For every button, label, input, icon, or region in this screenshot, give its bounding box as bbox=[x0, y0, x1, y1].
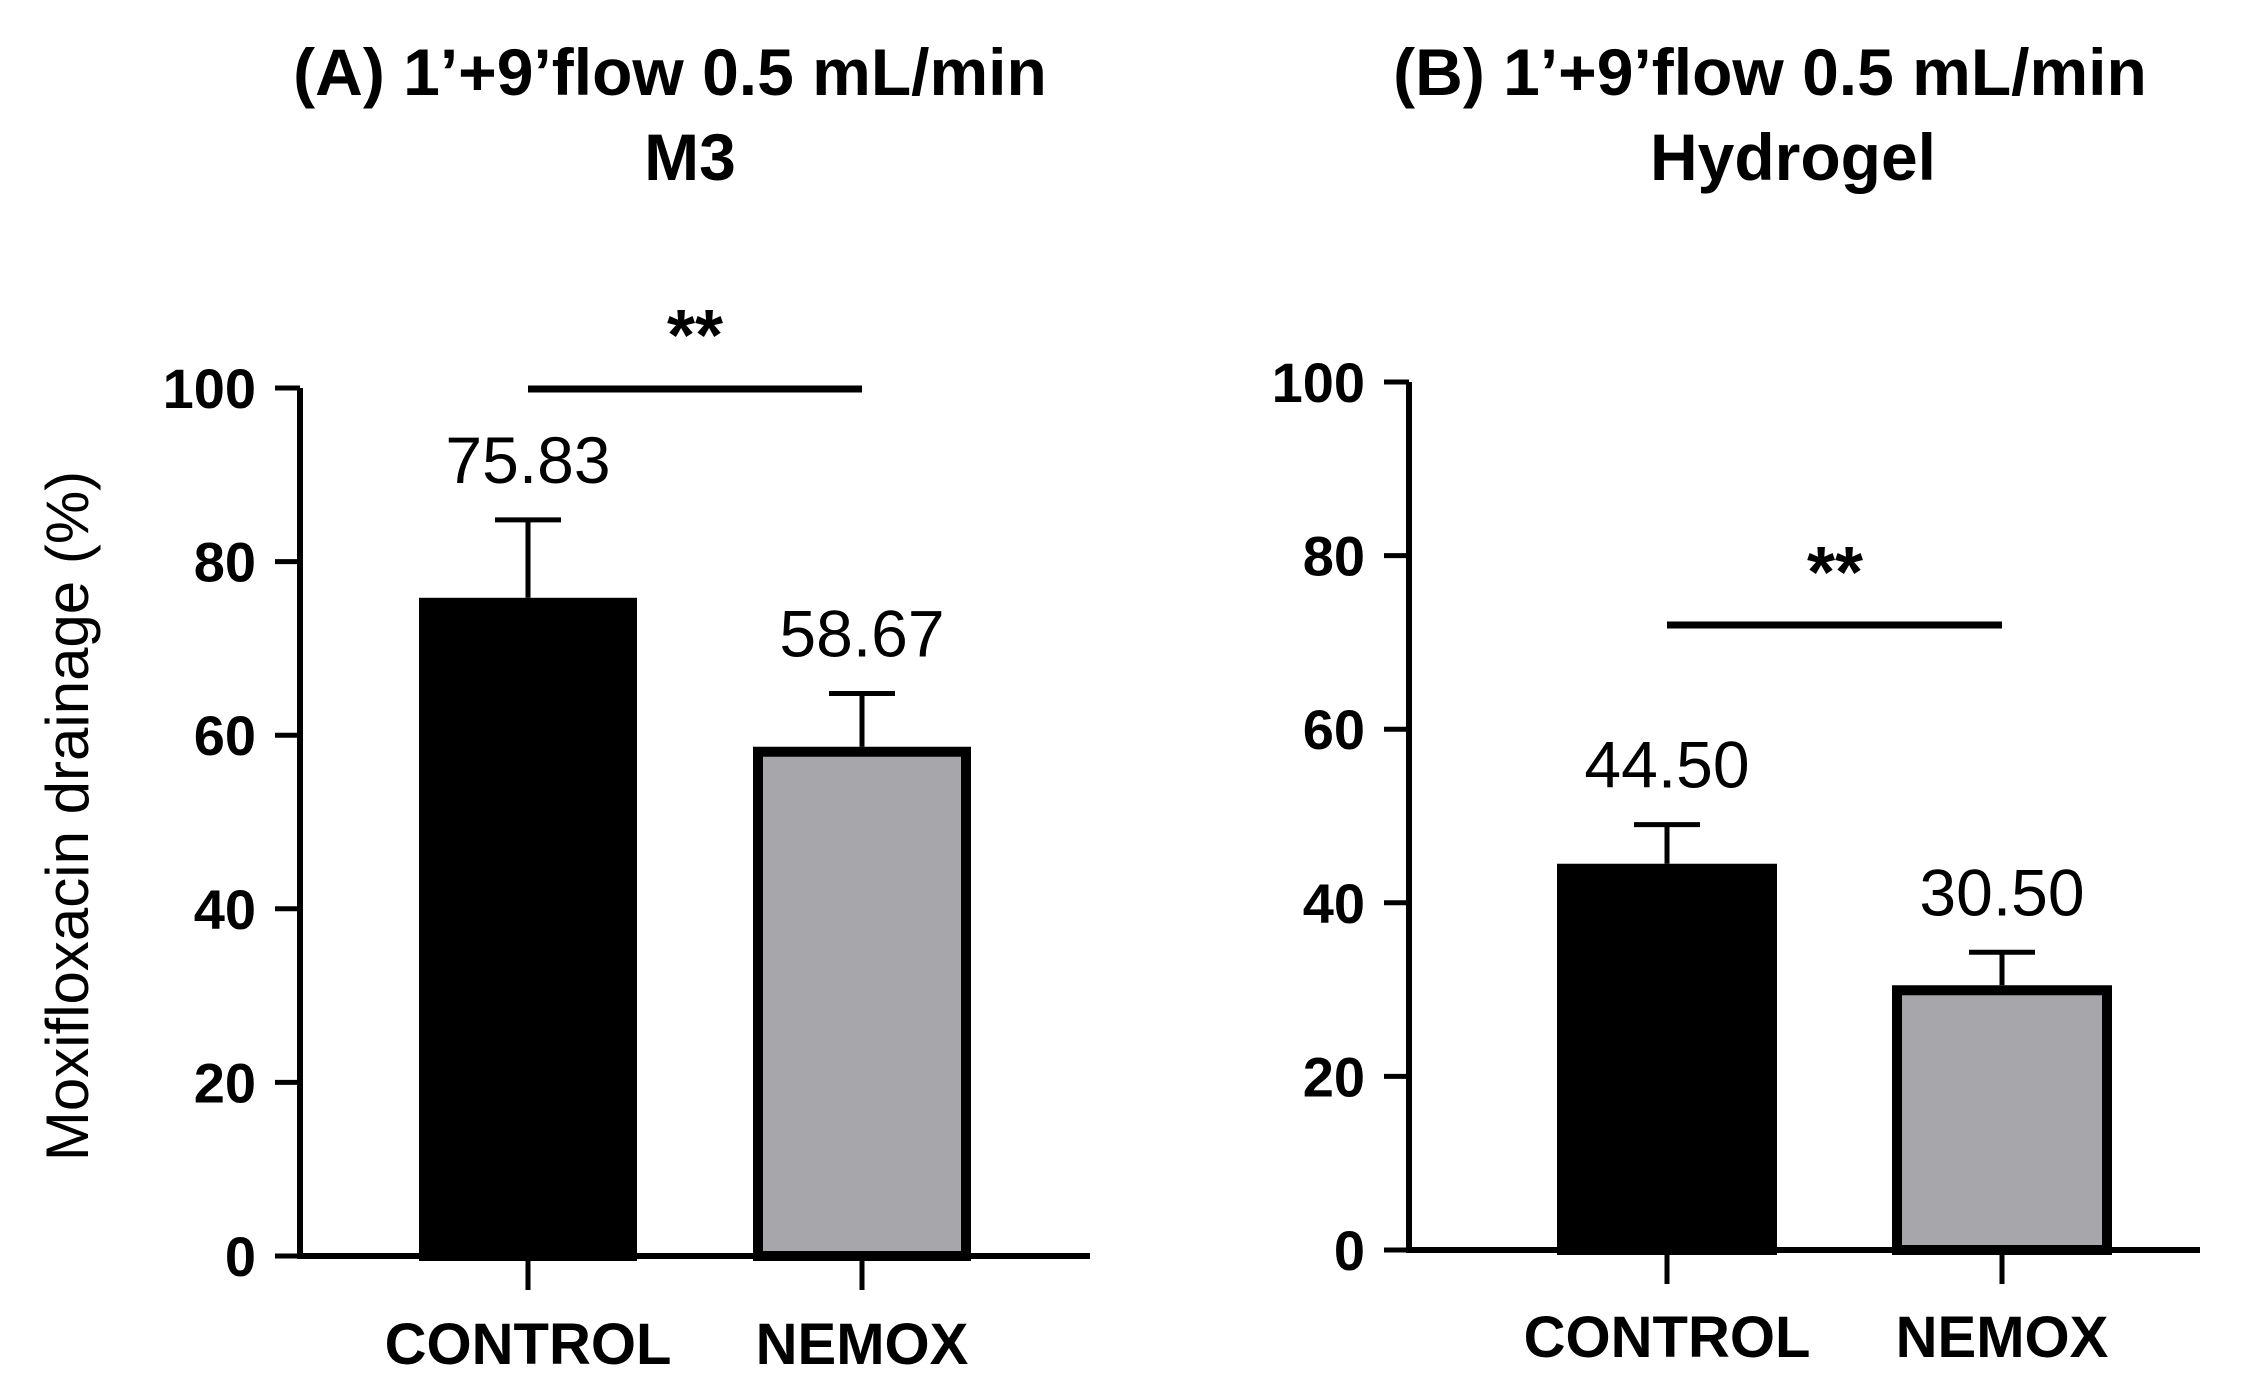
panel-b-ytick-label-20: 20 bbox=[1303, 1045, 1365, 1108]
panel-b: (B) 1’+9’flow 0.5 mL/min Hydrogel 44.50 3… bbox=[1272, 35, 2200, 1370]
panel-b-y-ticks: 0 20 40 60 80 100 bbox=[1272, 351, 1409, 1282]
panel-b-category-label-control: CONTROL bbox=[1524, 1305, 1811, 1370]
panel-a-ytick-label-20: 20 bbox=[194, 1051, 256, 1114]
panel-a-bar-control bbox=[419, 597, 637, 1261]
panel-a-significance-label: ** bbox=[667, 296, 723, 376]
panel-a-marks: 75.83 58.67 bbox=[419, 423, 971, 1261]
panel-a-category-label-nemox: NEMOX bbox=[756, 1312, 969, 1377]
panel-a-ytick-label-80: 80 bbox=[194, 531, 256, 594]
panel-a-ytick-label-60: 60 bbox=[194, 704, 256, 767]
panel-b-category-label-nemox: NEMOX bbox=[1896, 1305, 2109, 1370]
panel-b-ytick-label-0: 0 bbox=[1334, 1219, 1365, 1282]
panel-b-ytick-label-60: 60 bbox=[1303, 698, 1365, 761]
panel-a-category-label-control: CONTROL bbox=[385, 1312, 672, 1377]
panel-b-title-line1: (B) 1’+9’flow 0.5 mL/min bbox=[1393, 35, 2147, 109]
panel-a-y-ticks: 0 20 40 60 80 100 bbox=[163, 357, 300, 1288]
panel-b-title-line2: Hydrogel bbox=[1650, 120, 1936, 194]
panel-b-value-label-control: 44.50 bbox=[1584, 728, 1749, 802]
panel-b-significance-label: ** bbox=[1807, 533, 1863, 613]
panel-b-ytick-label-40: 40 bbox=[1303, 872, 1365, 935]
panel-a-bar-nemox bbox=[753, 746, 971, 1261]
panel-a-ytick-label-40: 40 bbox=[194, 878, 256, 941]
panel-a-ytick-label-100: 100 bbox=[163, 357, 256, 420]
panel-a: (A) 1’+9’flow 0.5 mL/min M3 Moxifloxacin… bbox=[34, 35, 1090, 1377]
panel-b-ytick-label-100: 100 bbox=[1272, 351, 1365, 414]
panel-b-bar-control bbox=[1557, 863, 1777, 1255]
panel-a-y-axis-label: Moxifloxacin drainage (%) bbox=[34, 471, 101, 1161]
panel-b-bar-nemox bbox=[1892, 985, 2112, 1255]
panel-a-value-label-nemox: 58.67 bbox=[779, 597, 944, 671]
panel-b-ytick-label-80: 80 bbox=[1303, 525, 1365, 588]
panel-b-value-label-nemox: 30.50 bbox=[1919, 855, 2084, 929]
panel-a-value-label-control: 75.83 bbox=[445, 423, 610, 497]
panel-a-ytick-label-0: 0 bbox=[225, 1225, 256, 1288]
panel-a-title-line1: (A) 1’+9’flow 0.5 mL/min bbox=[293, 35, 1047, 109]
panel-b-marks: 44.50 30.50 bbox=[1557, 728, 2112, 1255]
panel-a-title-line2: M3 bbox=[644, 120, 736, 194]
